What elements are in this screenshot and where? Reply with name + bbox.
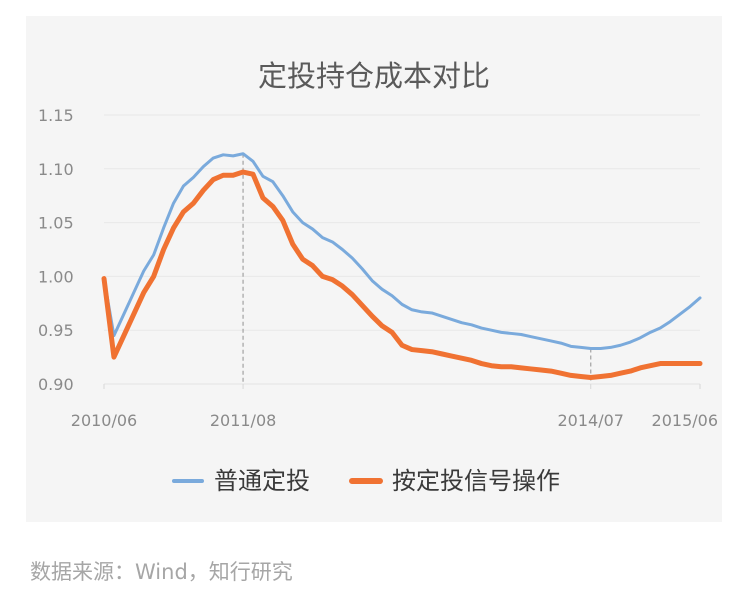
legend: 普通定投 按定投信号操作 xyxy=(172,467,560,495)
source-note: 数据来源：Wind，知行研究 xyxy=(30,560,293,584)
y-tick-label: 1.15 xyxy=(38,106,74,125)
series-group xyxy=(101,152,703,381)
y-tick-label: 1.00 xyxy=(38,267,74,286)
x-axis: 2010/06 2011/08 2014/07 2015/06 xyxy=(71,384,718,430)
chart-card: 定投持仓成本对比 1.15 1.10 1.05 1.00 0.95 0.90 2010/0… xyxy=(26,16,722,522)
legend-label: 普通定投 xyxy=(214,467,310,495)
y-tick-label: 0.90 xyxy=(38,375,74,394)
chart-title: 定投持仓成本对比 xyxy=(258,59,490,93)
x-tick-label: 2015/06 xyxy=(652,411,718,430)
y-tick-label: 0.95 xyxy=(38,321,74,340)
x-tick-label: 2014/07 xyxy=(557,411,623,430)
y-axis: 1.15 1.10 1.05 1.00 0.95 0.90 xyxy=(38,106,74,394)
series-line-1 xyxy=(102,152,702,350)
x-tick-label: 2010/06 xyxy=(71,411,137,430)
x-tick-label: 2011/08 xyxy=(210,411,276,430)
y-tick-label: 1.05 xyxy=(38,214,74,233)
line-chart: 定投持仓成本对比 1.15 1.10 1.05 1.00 0.95 0.90 2010/0… xyxy=(38,59,718,495)
series-line-2 xyxy=(101,169,703,381)
legend-label: 按定投信号操作 xyxy=(392,467,560,495)
y-tick-label: 1.10 xyxy=(38,160,74,179)
gridlines xyxy=(104,114,700,331)
